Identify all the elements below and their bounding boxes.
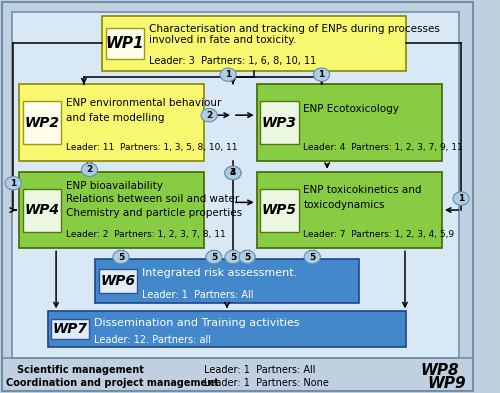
Text: ENP environmental behaviour: ENP environmental behaviour xyxy=(66,98,221,108)
Text: 5: 5 xyxy=(211,253,217,261)
FancyBboxPatch shape xyxy=(48,311,406,347)
Text: toxicodynamics: toxicodynamics xyxy=(304,200,385,211)
FancyBboxPatch shape xyxy=(23,101,61,144)
FancyBboxPatch shape xyxy=(23,189,61,231)
Text: WP5: WP5 xyxy=(262,203,297,217)
Text: WP6: WP6 xyxy=(100,274,136,288)
Circle shape xyxy=(225,166,241,180)
Text: WP1: WP1 xyxy=(106,36,144,51)
Circle shape xyxy=(82,163,98,176)
FancyBboxPatch shape xyxy=(260,189,298,231)
Text: Leader: 4  Partners: 1, 2, 3, 7, 9, 11: Leader: 4 Partners: 1, 2, 3, 7, 9, 11 xyxy=(304,143,463,152)
Text: 1: 1 xyxy=(225,70,232,79)
FancyBboxPatch shape xyxy=(95,259,359,303)
Text: 2: 2 xyxy=(86,165,92,174)
FancyBboxPatch shape xyxy=(106,28,144,59)
Text: 4: 4 xyxy=(230,169,236,177)
Text: Chemistry and particle properties: Chemistry and particle properties xyxy=(66,208,242,218)
Text: WP7: WP7 xyxy=(53,322,88,336)
Text: ENP bioavailability: ENP bioavailability xyxy=(66,180,162,191)
FancyBboxPatch shape xyxy=(19,172,204,248)
FancyBboxPatch shape xyxy=(12,12,458,358)
Text: Leader: 3  Partners: 1, 6, 8, 10, 11: Leader: 3 Partners: 1, 6, 8, 10, 11 xyxy=(149,56,316,66)
Text: 1: 1 xyxy=(318,70,324,79)
Text: 5: 5 xyxy=(244,253,250,261)
Circle shape xyxy=(206,250,222,264)
Circle shape xyxy=(5,176,21,190)
Circle shape xyxy=(113,250,129,264)
Text: and fate modelling: and fate modelling xyxy=(66,113,164,123)
Circle shape xyxy=(225,166,241,180)
Text: Integrated risk assessment.: Integrated risk assessment. xyxy=(142,268,297,278)
Text: 5: 5 xyxy=(230,253,236,261)
Text: Coordination and project management: Coordination and project management xyxy=(6,378,218,388)
Text: Characterisation and tracking of ENPs during processes: Characterisation and tracking of ENPs du… xyxy=(149,24,440,34)
Circle shape xyxy=(239,250,256,264)
Text: WP9: WP9 xyxy=(427,376,466,391)
Text: Scientific management: Scientific management xyxy=(16,365,144,375)
Circle shape xyxy=(304,250,320,264)
Text: Leader: 1  Partners: All: Leader: 1 Partners: All xyxy=(142,290,253,300)
FancyBboxPatch shape xyxy=(52,319,90,339)
FancyBboxPatch shape xyxy=(19,84,204,161)
Text: Leader: 1  Partners: None: Leader: 1 Partners: None xyxy=(204,378,330,388)
Text: Leader: 7  Partners: 1, 2, 3, 4, 5,9: Leader: 7 Partners: 1, 2, 3, 4, 5,9 xyxy=(304,230,454,239)
Text: Dissemination and Training activities: Dissemination and Training activities xyxy=(94,318,300,328)
Text: 1: 1 xyxy=(10,179,16,188)
Text: Relations between soil and water: Relations between soil and water xyxy=(66,194,239,204)
Text: involved in fate and toxicity.: involved in fate and toxicity. xyxy=(149,35,296,45)
Circle shape xyxy=(220,68,236,81)
Text: WP8: WP8 xyxy=(420,363,459,378)
Text: Leader: 2  Partners: 1, 2, 3, 7, 8, 11: Leader: 2 Partners: 1, 2, 3, 7, 8, 11 xyxy=(66,230,226,239)
Text: 5: 5 xyxy=(118,253,124,261)
Text: 5: 5 xyxy=(309,253,316,261)
Text: 3: 3 xyxy=(230,169,236,177)
Text: WP4: WP4 xyxy=(24,203,59,217)
Circle shape xyxy=(225,250,241,264)
Text: ENP Ecotoxicology: ENP Ecotoxicology xyxy=(304,104,399,114)
FancyBboxPatch shape xyxy=(2,2,473,391)
Text: ENP toxicokinetics and: ENP toxicokinetics and xyxy=(304,185,422,195)
Text: 2: 2 xyxy=(206,111,212,119)
FancyBboxPatch shape xyxy=(99,269,137,293)
Text: Leader: 1  Partners: All: Leader: 1 Partners: All xyxy=(204,365,316,375)
FancyBboxPatch shape xyxy=(102,16,406,71)
Text: Leader: 11  Partners: 1, 3, 5, 8, 10, 11: Leader: 11 Partners: 1, 3, 5, 8, 10, 11 xyxy=(66,143,237,152)
Text: WP2: WP2 xyxy=(24,116,59,130)
Circle shape xyxy=(453,192,469,205)
Circle shape xyxy=(314,68,330,81)
Text: WP3: WP3 xyxy=(262,116,297,130)
Circle shape xyxy=(201,108,217,122)
Text: 1: 1 xyxy=(458,194,464,203)
FancyBboxPatch shape xyxy=(256,172,442,248)
Text: Leader: 12. Partners: all: Leader: 12. Partners: all xyxy=(94,335,211,345)
FancyBboxPatch shape xyxy=(256,84,442,161)
FancyBboxPatch shape xyxy=(260,101,298,144)
